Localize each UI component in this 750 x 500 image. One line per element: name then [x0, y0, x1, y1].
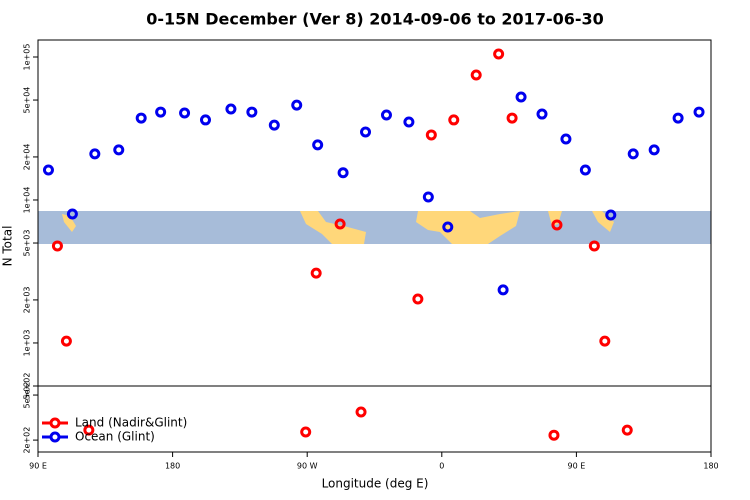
point: [337, 167, 349, 179]
point: [83, 424, 95, 436]
point: [493, 48, 505, 60]
point: [693, 106, 705, 118]
y-tick-label: 2e+02: [23, 427, 32, 454]
point: [515, 91, 527, 103]
y-tick-label: 1e+03: [23, 330, 32, 357]
point: [225, 103, 237, 115]
x-axis-label: Longitude (deg E): [322, 477, 429, 491]
point: [113, 144, 125, 156]
x-tick-label: 180: [703, 462, 718, 471]
x-tick-label: 0: [439, 462, 444, 471]
map-band: [38, 211, 711, 244]
point: [588, 240, 600, 252]
x-tick-label: 180: [165, 462, 180, 471]
point: [291, 99, 303, 111]
legend-marker: [49, 417, 61, 429]
point: [560, 133, 572, 145]
point: [380, 109, 392, 121]
point: [412, 293, 424, 305]
plot-frame: [37, 39, 712, 453]
point: [312, 139, 324, 151]
point: [300, 426, 312, 438]
y-tick-label: 5e+03: [23, 230, 32, 257]
point: [268, 119, 280, 131]
y-axis-label: N Total: [1, 226, 15, 267]
point: [60, 335, 72, 347]
point: [506, 112, 518, 124]
point: [422, 191, 434, 203]
point: [403, 116, 415, 128]
point: [310, 267, 322, 279]
point: [200, 114, 212, 126]
point: [470, 69, 482, 81]
point: [648, 144, 660, 156]
point: [89, 148, 101, 160]
point: [135, 112, 147, 124]
point: [51, 240, 63, 252]
point: [605, 209, 617, 221]
x-tick-label: 90 W: [297, 462, 318, 471]
legend-marker: [49, 431, 61, 443]
y-tick-label: 2e+04: [23, 143, 32, 170]
point: [155, 106, 167, 118]
legend-label: Land (Nadir&Glint): [75, 416, 187, 430]
y-tick-label: 5e+04: [23, 87, 32, 114]
y-tick-label: 1e+04: [23, 187, 32, 214]
point: [360, 126, 372, 138]
point: [599, 335, 611, 347]
y-tick-label: 1e+05: [23, 44, 32, 71]
point: [179, 107, 191, 119]
point: [672, 112, 684, 124]
point: [621, 424, 633, 436]
point: [442, 221, 454, 233]
x-tick-label: 90 E: [568, 462, 586, 471]
point: [334, 218, 346, 230]
point: [497, 284, 509, 296]
legend-label: Ocean (Glint): [75, 430, 155, 444]
point: [42, 164, 54, 176]
point: [548, 429, 560, 441]
point: [246, 106, 258, 118]
point: [551, 219, 563, 231]
point: [579, 164, 591, 176]
point: [66, 208, 78, 220]
point: [536, 108, 548, 120]
point: [448, 114, 460, 126]
point: [627, 148, 639, 160]
y-tick-label: 2e+03: [23, 286, 32, 313]
x-tick-label: 90 E: [29, 462, 47, 471]
point: [355, 406, 367, 418]
chart-title: 0-15N December (Ver 8) 2014-09-06 to 201…: [146, 10, 604, 29]
y-tick-label: 5e+02: [23, 382, 32, 409]
point: [425, 129, 437, 141]
y-tick-label: 5e+02: [23, 373, 32, 400]
